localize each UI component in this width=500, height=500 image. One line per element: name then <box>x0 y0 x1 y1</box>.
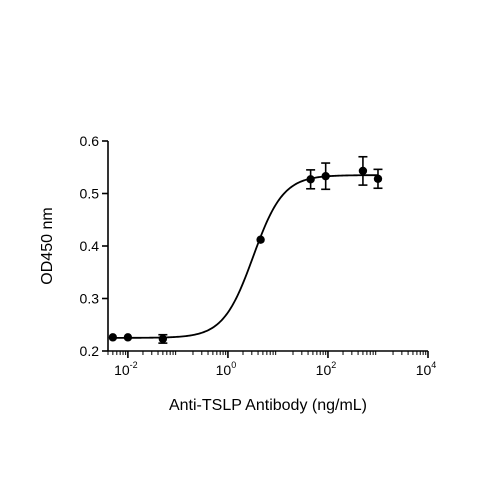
data-point <box>108 333 118 342</box>
y-tick-label: 0.5 <box>80 186 100 202</box>
y-ticks: 0.2 0.3 0.4 0.5 0.6 <box>80 133 108 359</box>
data-point <box>123 333 133 342</box>
x-tick-label: 100 <box>216 360 237 378</box>
y-tick-label: 0.2 <box>80 343 100 359</box>
data-point <box>373 174 383 183</box>
error-bars <box>158 155 383 344</box>
data-point <box>158 334 168 344</box>
x-axis-title: Anti-TSLP Antibody (ng/mL) <box>169 397 367 414</box>
x-ticks: 10-2 100 102 104 <box>107 351 437 378</box>
data-point <box>306 175 315 184</box>
data-point <box>321 171 330 181</box>
fit-curve <box>112 174 378 339</box>
y-tick-label: 0.4 <box>80 238 100 254</box>
y-axis-title: OD450 nm <box>39 207 56 284</box>
data-point <box>256 235 265 244</box>
data-point <box>358 166 368 176</box>
data-points <box>108 166 383 344</box>
axes <box>107 141 428 352</box>
x-tick-label: 10-2 <box>114 360 138 378</box>
x-tick-label: 102 <box>316 360 337 378</box>
x-tick-label: 104 <box>416 360 437 378</box>
y-tick-label: 0.6 <box>80 133 100 149</box>
y-tick-label: 0.3 <box>80 291 100 307</box>
